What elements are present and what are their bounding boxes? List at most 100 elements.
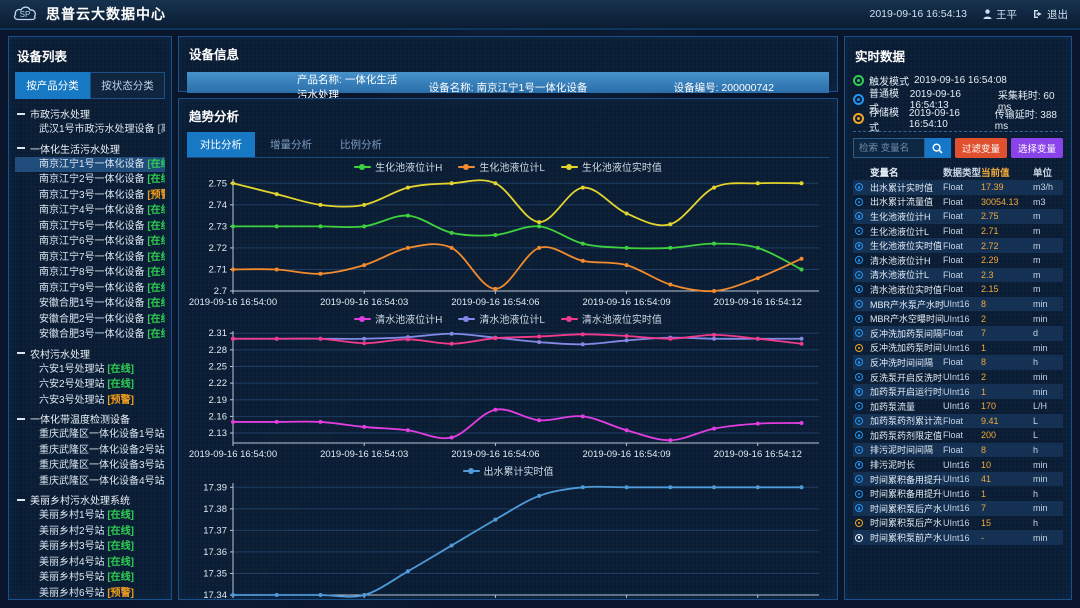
- device-tree-item[interactable]: 南京江宁3号一体化设备 [预警]: [15, 188, 165, 204]
- device-tree-item[interactable]: 美丽乡村2号站 [在线]: [15, 524, 165, 540]
- svg-text:17.35: 17.35: [203, 568, 227, 579]
- legend-item[interactable]: 清水池液位实时值: [560, 311, 662, 326]
- legend-item[interactable]: 生化池液位实时值: [560, 159, 662, 174]
- variable-name: 排污泥时间间隔: [870, 445, 934, 456]
- device-tree-item[interactable]: 南京江宁9号一体化设备 [在线]: [15, 281, 165, 297]
- header-user[interactable]: 王平: [983, 7, 1017, 22]
- variable-unit: L: [1033, 430, 1039, 441]
- device-tree-item[interactable]: 安徽合肥2号一体化设备 [在线]: [15, 312, 165, 328]
- device-info-field: 设备编号: 200000742: [673, 81, 774, 94]
- device-tree-item[interactable]: 南京江宁2号一体化设备 [在线]: [15, 172, 165, 188]
- device-tree-item[interactable]: 重庆武隆区一体化设备2号站 [预警]: [15, 443, 165, 459]
- sidebar-tab-1[interactable]: 按状态分类: [90, 72, 165, 99]
- sidebar-tab-0[interactable]: 按产品分类: [15, 72, 90, 99]
- variable-value: 2.75: [981, 211, 999, 222]
- device-tree-item[interactable]: 武汉1号市政污水处理设备 [离线]: [15, 122, 165, 138]
- realtime-data-title: 实时数据: [855, 50, 906, 64]
- device-tree-item[interactable]: 美丽乡村5号站 [在线]: [15, 570, 165, 586]
- select-variables-button[interactable]: 选择变量: [1010, 138, 1063, 158]
- table-row[interactable]: 反洗泵开启反洗时长 UInt16 2 min: [853, 370, 1063, 385]
- legend-label: 清水池液位计H: [375, 315, 443, 326]
- tree-group[interactable]: 市政污水处理: [15, 105, 165, 122]
- variable-buttons: 过滤变量 选择变量: [954, 138, 1063, 158]
- filter-variables-button[interactable]: 过滤变量: [954, 138, 1007, 158]
- device-name: 重庆武隆区一体化设备2号站: [39, 444, 165, 456]
- table-row[interactable]: 反冲洗时间间隔 Float 8 h: [853, 355, 1063, 370]
- device-tree-item[interactable]: 重庆武隆区一体化设备1号站 [预警]: [15, 427, 165, 443]
- variable-status-icon: [855, 431, 863, 440]
- table-row[interactable]: 时间累积泵后产水电动阀时UInt16 15 h: [853, 516, 1063, 531]
- device-status-badge: [在线]: [104, 556, 135, 568]
- variable-name: 加药泵流量: [870, 401, 916, 412]
- device-tree-item[interactable]: 重庆武隆区一体化设备3号站 [在线]: [15, 458, 165, 474]
- table-row[interactable]: 生化池液位计H Float 2.75 m: [853, 209, 1063, 224]
- table-row[interactable]: 加药泵药剂累计流量 Float 9.41 L: [853, 413, 1063, 429]
- device-tree-item[interactable]: 六安2号处理站 [在线]: [15, 377, 165, 393]
- tree-group[interactable]: 美丽乡村污水处理系统: [15, 491, 165, 508]
- mode-label: 普通模式: [869, 88, 899, 115]
- center-column: 设备信息 产品名称: 一体化生活污水处理 设备名称: 南京江宁1号一体化设备 设备编…: [178, 36, 838, 600]
- table-row[interactable]: 排污泥时间间隔 Float 8 h: [853, 442, 1063, 458]
- table-row[interactable]: 时间累积泵前产水电动阀分UInt16- min: [853, 530, 1063, 545]
- legend-marker-icon: [354, 315, 372, 322]
- device-status-badge: [在线]: [104, 572, 135, 583]
- mode-label: 存储模式: [869, 107, 899, 134]
- device-tree-item[interactable]: 美丽乡村4号站 [在线]: [15, 555, 165, 571]
- device-tree-item[interactable]: 南京江宁7号一体化设备 [在线]: [15, 250, 165, 266]
- table-row[interactable]: 时间累积泵后产水电动阀分UInt16 7 min: [853, 501, 1063, 516]
- table-row[interactable]: 清水池液位计H Float 2.29 m: [853, 253, 1063, 268]
- legend-item[interactable]: 生化池液位计H: [354, 159, 442, 174]
- legend-item[interactable]: 出水累计实时值: [462, 463, 554, 478]
- device-tree-item[interactable]: 南京江宁8号一体化设备 [在线]: [15, 265, 165, 281]
- device-name: 安徽合肥2号一体化设备: [39, 313, 145, 325]
- table-row[interactable]: 加药泵开启运行时间 UInt16 1 min: [853, 384, 1063, 399]
- device-tree-item[interactable]: 六安1号处理站 [在线]: [15, 362, 165, 378]
- variable-status-icon: [855, 373, 863, 382]
- device-tree-item[interactable]: 南京江宁6号一体化设备 [在线]: [15, 234, 165, 250]
- table-row[interactable]: MBR产水泵产水时间分UInt16 8 min: [853, 296, 1063, 312]
- tree-group[interactable]: 农村污水处理: [15, 345, 165, 362]
- search-button[interactable]: [924, 138, 951, 158]
- table-row[interactable]: 出水累计实时值 Float 17.39 m3/h: [853, 180, 1063, 195]
- table-row[interactable]: MBR产水空曝时间分UInt16 2 min: [853, 311, 1063, 326]
- legend-item[interactable]: 生化池液位计L: [458, 159, 545, 174]
- device-tree-item[interactable]: 南京江宁5号一体化设备 [在线]: [15, 219, 165, 235]
- trend-tab-1[interactable]: 增量分析: [270, 139, 312, 151]
- table-row[interactable]: 加药泵流量 UInt16 170 L/H: [853, 399, 1063, 414]
- table-row[interactable]: 时间累积备用提升泵时UInt16 1 h: [853, 486, 1063, 501]
- table-row[interactable]: 清水池液位计L Float 2.3 m: [853, 267, 1063, 283]
- table-row[interactable]: 加药泵药剂限定值 Float 200 L: [853, 428, 1063, 443]
- device-tree-item[interactable]: 南京江宁1号一体化设备 [在线]: [15, 156, 165, 172]
- device-tree-item[interactable]: 南京江宁4号一体化设备 [在线]: [15, 203, 165, 219]
- search-input[interactable]: [853, 138, 925, 158]
- svg-text:2019-09-16 16:54:09: 2019-09-16 16:54:09: [582, 297, 670, 308]
- table-row[interactable]: 反冲洗加药泵时间 UInt16 1 min: [853, 341, 1063, 356]
- tree-group[interactable]: 一体化生活污水处理: [15, 140, 165, 157]
- device-tree-item[interactable]: 六安3号处理站 [预警]: [15, 393, 165, 409]
- device-tree-item[interactable]: 安徽合肥3号一体化设备 [在线]: [15, 327, 165, 343]
- trend-tab-0[interactable]: 对比分析: [187, 132, 255, 157]
- device-tree-item[interactable]: 美丽乡村6号站 [预警]: [15, 586, 165, 600]
- table-row[interactable]: 生化池液位计L Float 2.71 m: [853, 224, 1063, 239]
- variable-type: UInt16: [943, 474, 970, 485]
- legend-item[interactable]: 清水池液位计H: [354, 311, 442, 326]
- table-row[interactable]: 时间累积备用提升泵分UInt16 41 min: [853, 471, 1063, 487]
- trend-tab-2[interactable]: 比例分析: [340, 139, 382, 151]
- logout-button[interactable]: 退出: [1033, 7, 1068, 22]
- table-row[interactable]: 反冲洗加药泵间隔时间Float 7 d: [853, 325, 1063, 341]
- tree-group-label: 农村污水处理: [30, 349, 90, 361]
- device-tree-item[interactable]: 重庆武隆区一体化设备4号站 [预警]: [15, 474, 165, 490]
- device-name: 六安3号处理站: [39, 394, 105, 406]
- table-row[interactable]: 清水池液位实时值 Float 2.15 m: [853, 282, 1063, 297]
- table-row[interactable]: 出水累计流量值 Float 30054.13 m3: [853, 195, 1063, 210]
- table-row[interactable]: 生化池液位实时值 Float 2.72 m: [853, 238, 1063, 253]
- device-tree-item[interactable]: 美丽乡村3号站 [在线]: [15, 539, 165, 555]
- page-title: 思普云大数据中心: [46, 6, 166, 22]
- table-row[interactable]: 排污泥时长 UInt16 10 min: [853, 457, 1063, 472]
- variable-name: MBR产水空曝时间分: [870, 314, 943, 325]
- device-tree-item[interactable]: 安徽合肥1号一体化设备 [在线]: [15, 296, 165, 312]
- device-tree-item[interactable]: 美丽乡村1号站 [在线]: [15, 508, 165, 524]
- legend-item[interactable]: 清水池液位计L: [458, 311, 545, 326]
- header-right: 2019-09-16 16:54:13 王平 退出: [870, 7, 1069, 22]
- tree-group[interactable]: 一体化带温度检测设备: [15, 410, 165, 427]
